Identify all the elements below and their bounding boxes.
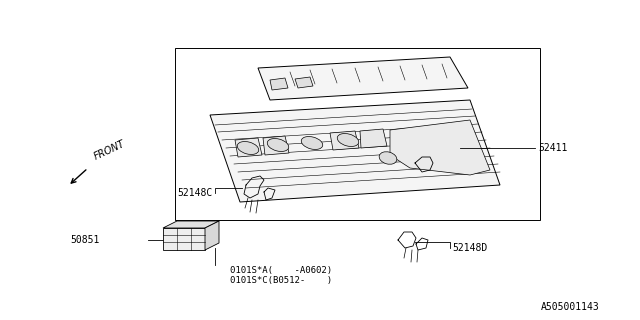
Polygon shape: [330, 131, 359, 150]
Text: 52148D: 52148D: [452, 243, 487, 253]
Polygon shape: [210, 100, 500, 202]
Ellipse shape: [268, 139, 289, 151]
Polygon shape: [205, 221, 219, 250]
Polygon shape: [295, 77, 313, 88]
Polygon shape: [163, 228, 205, 250]
Polygon shape: [263, 136, 289, 155]
Polygon shape: [163, 221, 219, 228]
Ellipse shape: [237, 141, 259, 155]
Text: 52148C: 52148C: [178, 188, 213, 198]
Text: 52411: 52411: [538, 143, 568, 153]
Text: 50851: 50851: [70, 235, 100, 245]
Polygon shape: [390, 120, 490, 175]
Polygon shape: [360, 129, 387, 148]
Text: 0101S*C(B0512-    ): 0101S*C(B0512- ): [230, 276, 332, 284]
Polygon shape: [235, 138, 262, 157]
Polygon shape: [270, 78, 288, 90]
Text: FRONT: FRONT: [92, 139, 126, 162]
Polygon shape: [258, 57, 468, 100]
Text: A505001143: A505001143: [541, 302, 600, 312]
Text: 0101S*A(    -A0602): 0101S*A( -A0602): [230, 266, 332, 275]
Ellipse shape: [379, 152, 397, 164]
Ellipse shape: [337, 133, 359, 147]
Ellipse shape: [301, 137, 323, 149]
Bar: [175, 48, 540, 220]
